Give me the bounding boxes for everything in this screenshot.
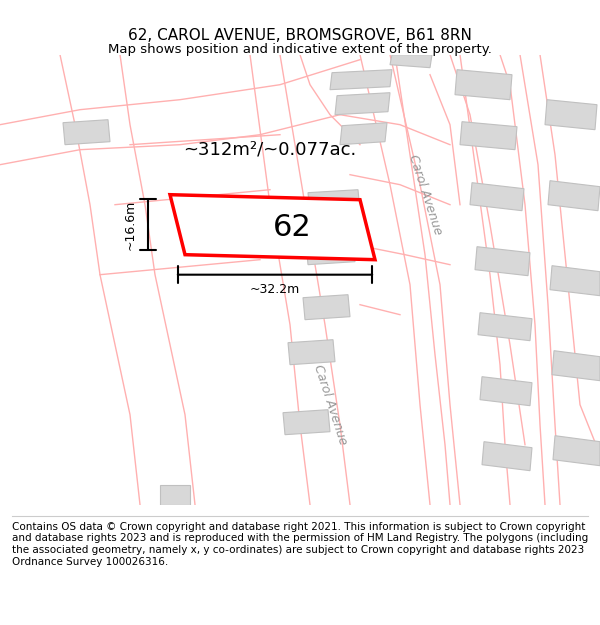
Polygon shape	[335, 92, 390, 115]
Polygon shape	[306, 239, 355, 265]
Text: ~312m²/~0.077ac.: ~312m²/~0.077ac.	[184, 141, 356, 159]
Polygon shape	[475, 247, 530, 276]
Polygon shape	[552, 351, 600, 381]
Polygon shape	[482, 442, 532, 471]
Polygon shape	[63, 120, 110, 144]
Polygon shape	[460, 122, 517, 149]
Polygon shape	[308, 190, 360, 214]
Polygon shape	[303, 294, 350, 319]
Polygon shape	[340, 122, 387, 144]
Polygon shape	[390, 54, 432, 68]
Text: ~32.2m: ~32.2m	[250, 283, 300, 296]
Text: Map shows position and indicative extent of the property.: Map shows position and indicative extent…	[108, 42, 492, 56]
Polygon shape	[548, 181, 600, 211]
Polygon shape	[550, 266, 600, 296]
Text: Carol Avenue: Carol Avenue	[311, 363, 349, 446]
Polygon shape	[455, 69, 512, 99]
Text: Contains OS data © Crown copyright and database right 2021. This information is : Contains OS data © Crown copyright and d…	[12, 522, 588, 567]
Polygon shape	[480, 377, 532, 406]
Text: 62, CAROL AVENUE, BROMSGROVE, B61 8RN: 62, CAROL AVENUE, BROMSGROVE, B61 8RN	[128, 28, 472, 43]
Polygon shape	[288, 340, 335, 364]
Polygon shape	[330, 69, 392, 89]
Polygon shape	[478, 312, 532, 341]
Polygon shape	[553, 436, 600, 466]
Polygon shape	[545, 99, 597, 129]
Polygon shape	[470, 182, 524, 211]
Text: ~16.6m: ~16.6m	[124, 199, 137, 250]
Text: 62: 62	[273, 213, 312, 242]
Polygon shape	[160, 485, 190, 504]
Polygon shape	[283, 410, 330, 435]
Polygon shape	[170, 195, 375, 260]
Text: Carol Avenue: Carol Avenue	[406, 153, 444, 236]
